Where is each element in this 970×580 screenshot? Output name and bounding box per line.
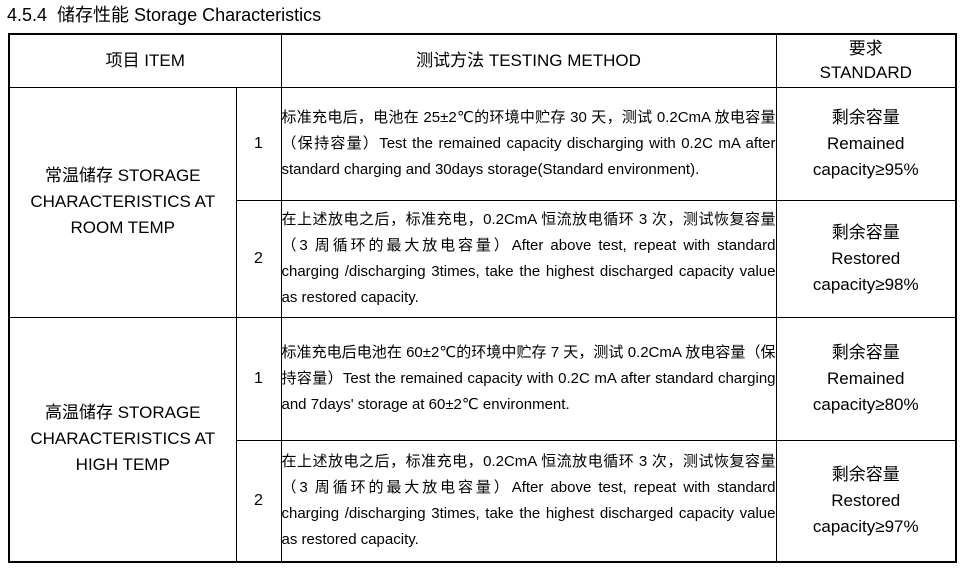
standard-line-value: capacity≥80% — [812, 394, 919, 414]
header-cell-method: 测试方法 TESTING METHOD — [280, 33, 777, 88]
standard-cell: 剩余容量 Remained capacity≥95% — [775, 86, 957, 201]
table-row: 2 在上述放电之后，标准充电，0.2CmA 恒流放电循环 3 次，测试恢复容量（… — [9, 199, 957, 318]
storage-characteristics-table: 项目 ITEM 测试方法 TESTING METHOD 要求 STANDARD … — [8, 33, 957, 563]
header-standard-line-cn: 要求 — [848, 38, 883, 58]
method-cell: 标准充电后，电池在 25±2℃的环境中贮存 30 天，测试 0.2CmA 放电容… — [280, 86, 777, 201]
table-row: 常温储存 STORAGE CHARACTERISTICS AT ROOM TEM… — [8, 86, 957, 318]
standard-cell: 剩余容量 Restored capacity≥98% — [775, 199, 957, 318]
standard-line-value: capacity≥97% — [812, 516, 919, 536]
method-cell: 在上述放电之后，标准充电，0.2CmA 恒流放电循环 3 次，测试恢复容量（3 … — [280, 439, 777, 563]
table-row: 2 在上述放电之后，标准充电，0.2CmA 恒流放电循环 3 次，测试恢复容量（… — [9, 439, 957, 563]
standard-line-value: capacity≥95% — [812, 159, 919, 179]
standard-line-cn: 剩余容量 — [831, 222, 900, 242]
header-standard-line-en: STANDARD — [819, 62, 912, 82]
standard-line-cn: 剩余容量 — [831, 464, 900, 484]
standard-line-cn: 剩余容量 — [831, 107, 900, 127]
standard-cell: 剩余容量 Restored capacity≥97% — [775, 439, 957, 563]
standard-line-cn: 剩余容量 — [831, 342, 900, 362]
row-number-cell: 1 — [235, 86, 282, 201]
row-number-cell: 2 — [235, 439, 282, 563]
item-cell-room-temp: 常温储存 STORAGE CHARACTERISTICS AT ROOM TEM… — [8, 86, 237, 318]
header-cell-item: 项目 ITEM — [8, 33, 282, 88]
row-number-cell: 2 — [235, 199, 282, 318]
item-cell-high-temp: 高温储存 STORAGE CHARACTERISTICS AT HIGH TEM… — [8, 316, 237, 563]
standard-line-en: Remained — [827, 368, 905, 388]
header-cell-standard: 要求 STANDARD — [775, 33, 957, 88]
standard-line-value: capacity≥98% — [812, 274, 919, 294]
standard-line-en: Restored — [831, 248, 901, 268]
standard-line-en: Remained — [827, 133, 905, 153]
table-header-row: 项目 ITEM 测试方法 TESTING METHOD 要求 STANDARD — [8, 33, 957, 88]
standard-line-en: Restored — [831, 490, 901, 510]
method-cell: 在上述放电之后，标准充电，0.2CmA 恒流放电循环 3 次，测试恢复容量（3 … — [280, 199, 777, 318]
table-row: 高温储存 STORAGE CHARACTERISTICS AT HIGH TEM… — [8, 316, 957, 563]
method-cell: 标准充电后电池在 60±2℃的环境中贮存 7 天，测试 0.2CmA 放电容量（… — [280, 316, 777, 441]
section-title: 4.5.4 储存性能 Storage Characteristics — [7, 5, 322, 25]
row-number-cell: 1 — [235, 316, 282, 441]
standard-cell: 剩余容量 Remained capacity≥80% — [775, 316, 957, 441]
